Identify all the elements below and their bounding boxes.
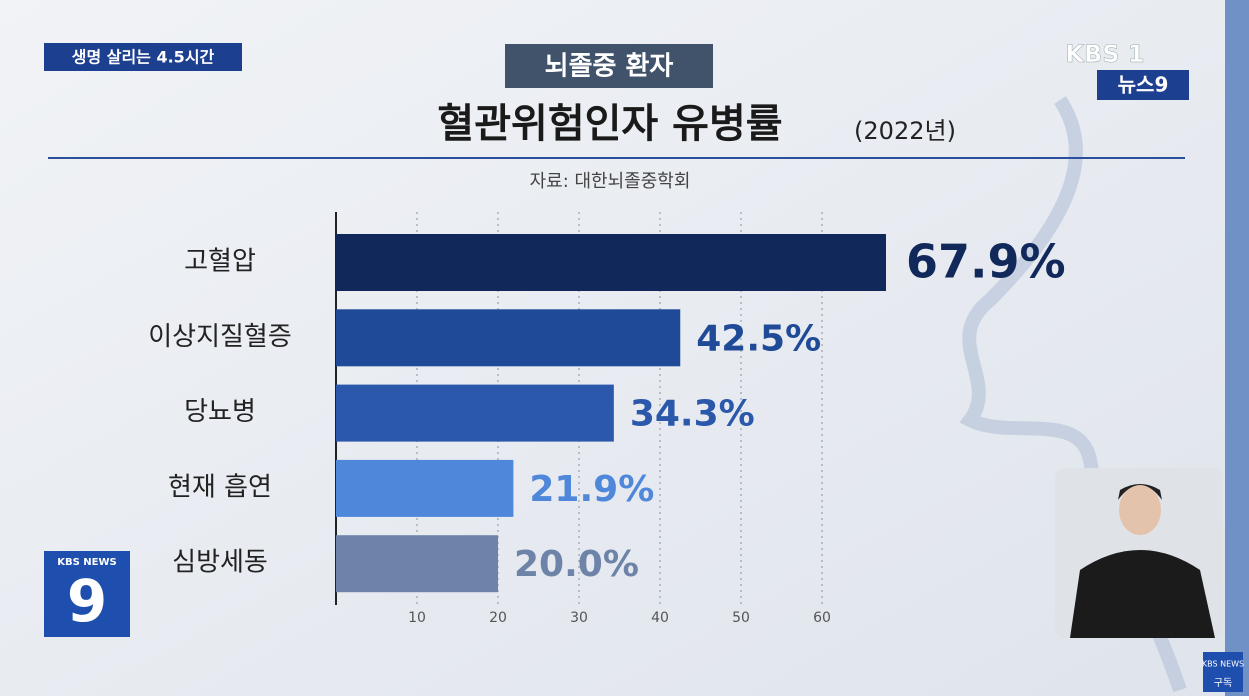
subscribe-logo: KBS NEWS xyxy=(1202,660,1244,669)
program-box xyxy=(1097,70,1189,100)
channel-logo: KBS 1 xyxy=(1065,40,1144,68)
corner-logo: KBS NEWS xyxy=(57,557,117,568)
interpreter-body xyxy=(1070,550,1215,638)
value-label: 21.9% xyxy=(529,469,654,510)
corner-number: 9 xyxy=(67,567,107,635)
bar xyxy=(336,535,498,593)
subscribe-box xyxy=(1203,652,1243,692)
badge: 뇌졸중 환자 xyxy=(545,52,674,82)
bar xyxy=(336,384,614,442)
x-tick-label: 20 xyxy=(489,610,507,626)
x-tick-label: 10 xyxy=(408,610,426,626)
segment-title: 생명 살리는 4.5시간 xyxy=(72,48,215,67)
category-label: 이상지질혈증 xyxy=(148,322,292,352)
badge-box xyxy=(505,44,713,88)
bar xyxy=(336,459,514,517)
value-label: 42.5% xyxy=(696,318,821,359)
bar xyxy=(336,309,681,367)
value-label: 67.9% xyxy=(906,235,1066,289)
side-strip xyxy=(1225,0,1249,696)
x-tick-label: 50 xyxy=(732,610,750,626)
x-tick-label: 30 xyxy=(570,610,588,626)
plot: 10 20 30 40 50 60 고혈압 67.9% 이상지질혈증 42.5% 당뇨병 34.3% 현… xyxy=(148,212,1066,626)
source: 자료: 대한뇌졸중학회 xyxy=(530,171,691,192)
value-label: 20.0% xyxy=(514,544,639,585)
interpreter-hair xyxy=(1118,484,1162,500)
bar xyxy=(336,234,886,291)
x-tick-label: 40 xyxy=(651,610,669,626)
category-label: 당뇨병 xyxy=(184,397,256,427)
chart-title: 혈관위험인자 유병률 xyxy=(437,101,782,147)
category-label: 현재 흡연 xyxy=(168,472,272,502)
segment-box xyxy=(44,43,242,71)
corner-logo-box xyxy=(44,551,130,637)
interpreter-head xyxy=(1119,485,1161,535)
category-label: 고혈압 xyxy=(184,247,256,277)
category-label: 심방세동 xyxy=(172,548,268,578)
subscribe-label: 구독 xyxy=(1214,677,1232,689)
chart-subtitle: (2022년) xyxy=(854,117,956,145)
value-label: 34.3% xyxy=(630,394,755,435)
x-tick-label: 60 xyxy=(813,610,831,626)
program-logo: 뉴스9 xyxy=(1118,73,1169,97)
